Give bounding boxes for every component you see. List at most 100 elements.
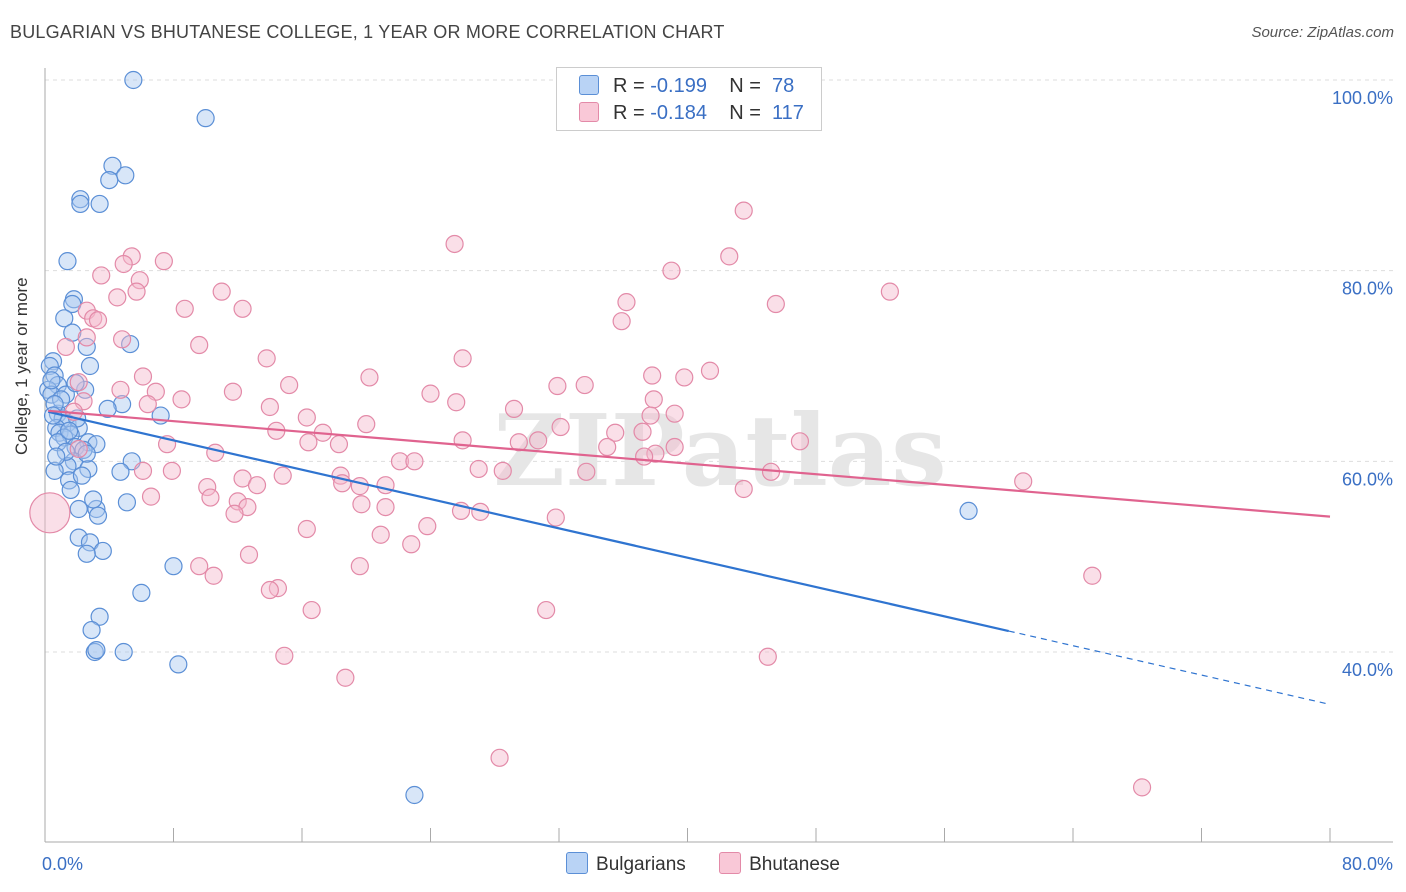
legend-row-bhutanese: R = -0.184 N = 117 bbox=[579, 102, 804, 125]
point-bhutanese bbox=[644, 390, 663, 409]
point-bulgarians bbox=[116, 166, 135, 185]
point-bulgarians bbox=[71, 194, 90, 214]
point-bhutanese bbox=[273, 466, 292, 485]
point-bulgarians bbox=[80, 533, 100, 552]
trend-lines bbox=[47, 409, 1331, 706]
point-bhutanese bbox=[700, 361, 720, 380]
chart-title: BULGARIAN VS BHUTANESE COLLEGE, 1 YEAR O… bbox=[10, 22, 725, 42]
point-bhutanese bbox=[1083, 566, 1102, 585]
point-bulgarians bbox=[124, 70, 143, 90]
data-points bbox=[29, 70, 1152, 805]
x-tick-label: 80.0% bbox=[1342, 854, 1393, 874]
point-bhutanese bbox=[504, 399, 524, 418]
point-bulgarians bbox=[196, 109, 215, 128]
point-bhutanese bbox=[551, 417, 570, 437]
point-bulgarians bbox=[47, 447, 66, 466]
point-bhutanese bbox=[206, 443, 225, 462]
point-bhutanese bbox=[880, 282, 899, 301]
point-bhutanese bbox=[734, 201, 753, 220]
point-bhutanese bbox=[537, 600, 556, 620]
point-bhutanese bbox=[493, 461, 512, 480]
legend-swatch-pink bbox=[719, 852, 742, 874]
point-bulgarians bbox=[98, 399, 117, 418]
point-bhutanese bbox=[154, 252, 173, 271]
point-bhutanese bbox=[198, 477, 217, 497]
point-bhutanese bbox=[612, 312, 631, 331]
point-bulgarians bbox=[42, 371, 61, 390]
point-bulgarians bbox=[87, 640, 106, 660]
point-bhutanese bbox=[371, 525, 390, 544]
point-bhutanese bbox=[223, 382, 243, 401]
point-bulgarians bbox=[55, 309, 74, 328]
point-bulgarians bbox=[40, 356, 59, 376]
point-bhutanese bbox=[469, 459, 488, 479]
point-bhutanese bbox=[212, 282, 231, 301]
point-bhutanese bbox=[133, 461, 153, 480]
point-bhutanese bbox=[575, 375, 594, 395]
point-bulgarians bbox=[45, 461, 64, 480]
point-bhutanese bbox=[598, 437, 617, 457]
point-bhutanese bbox=[69, 439, 88, 459]
point-bhutanese bbox=[92, 266, 111, 285]
point-bhutanese bbox=[665, 437, 684, 457]
point-bhutanese bbox=[204, 566, 223, 585]
point-bulgarians bbox=[71, 190, 90, 209]
point-bulgarians bbox=[114, 642, 133, 662]
point-bhutanese bbox=[641, 406, 660, 425]
point-bulgarians bbox=[76, 380, 95, 399]
point-bulgarians bbox=[90, 607, 109, 626]
point-bhutanese bbox=[445, 234, 464, 254]
legend-swatch-blue bbox=[566, 852, 589, 874]
point-bhutanese bbox=[546, 508, 565, 527]
point-bhutanese bbox=[336, 668, 355, 687]
legend-item-bhutanese: Bhutanese bbox=[719, 852, 840, 876]
point-bulgarians bbox=[117, 493, 137, 512]
legend-n-value: 117 bbox=[772, 102, 804, 124]
point-bhutanese bbox=[646, 444, 665, 463]
point-bhutanese bbox=[190, 557, 209, 576]
point-bulgarians bbox=[77, 337, 96, 357]
point-bhutanese bbox=[350, 477, 369, 496]
watermark: ZIPatlas bbox=[493, 394, 946, 509]
trend-line-bulgarians bbox=[47, 410, 1009, 633]
point-bhutanese bbox=[734, 479, 753, 499]
point-bhutanese bbox=[360, 368, 379, 387]
point-bhutanese bbox=[141, 487, 161, 506]
point-bhutanese bbox=[447, 393, 466, 412]
source-label: Source: ZipAtlas.com bbox=[1251, 24, 1394, 41]
point-bhutanese bbox=[766, 294, 785, 314]
y-tick-label: 80.0% bbox=[1342, 279, 1393, 299]
point-bhutanese bbox=[297, 408, 316, 427]
point-bulgarians bbox=[87, 499, 106, 519]
point-bulgarians bbox=[103, 156, 122, 175]
point-bulgarians bbox=[100, 171, 119, 190]
y-tick-label: 100.0% bbox=[1332, 88, 1393, 108]
point-bulgarians bbox=[169, 655, 188, 674]
point-bhutanese bbox=[280, 375, 299, 395]
point-bulgarians bbox=[80, 356, 100, 376]
point-bulgarians bbox=[69, 528, 88, 547]
point-bhutanese bbox=[190, 335, 209, 355]
axes bbox=[44, 68, 1393, 843]
legend-label: Bhutanese bbox=[749, 854, 840, 875]
point-bhutanese bbox=[233, 299, 252, 318]
point-bhutanese bbox=[490, 748, 509, 767]
point-bhutanese bbox=[247, 476, 267, 495]
point-bhutanese bbox=[257, 349, 276, 368]
point-bulgarians bbox=[959, 501, 978, 521]
legend-r-value: -0.184 bbox=[650, 102, 707, 124]
x-tick-label: 0.0% bbox=[42, 854, 83, 874]
point-bhutanese bbox=[665, 404, 684, 423]
point-bhutanese bbox=[643, 366, 662, 385]
trend-line-extension bbox=[1008, 630, 1331, 706]
point-bhutanese bbox=[453, 349, 472, 368]
y-tick-label: 60.0% bbox=[1342, 469, 1393, 489]
legend-swatch-blue bbox=[579, 75, 599, 95]
point-bhutanese bbox=[172, 390, 191, 409]
point-bulgarians bbox=[112, 395, 132, 414]
point-bulgarians bbox=[69, 499, 88, 519]
point-bhutanese bbox=[720, 247, 739, 266]
point-bhutanese bbox=[239, 545, 259, 564]
point-bhutanese bbox=[376, 497, 395, 517]
